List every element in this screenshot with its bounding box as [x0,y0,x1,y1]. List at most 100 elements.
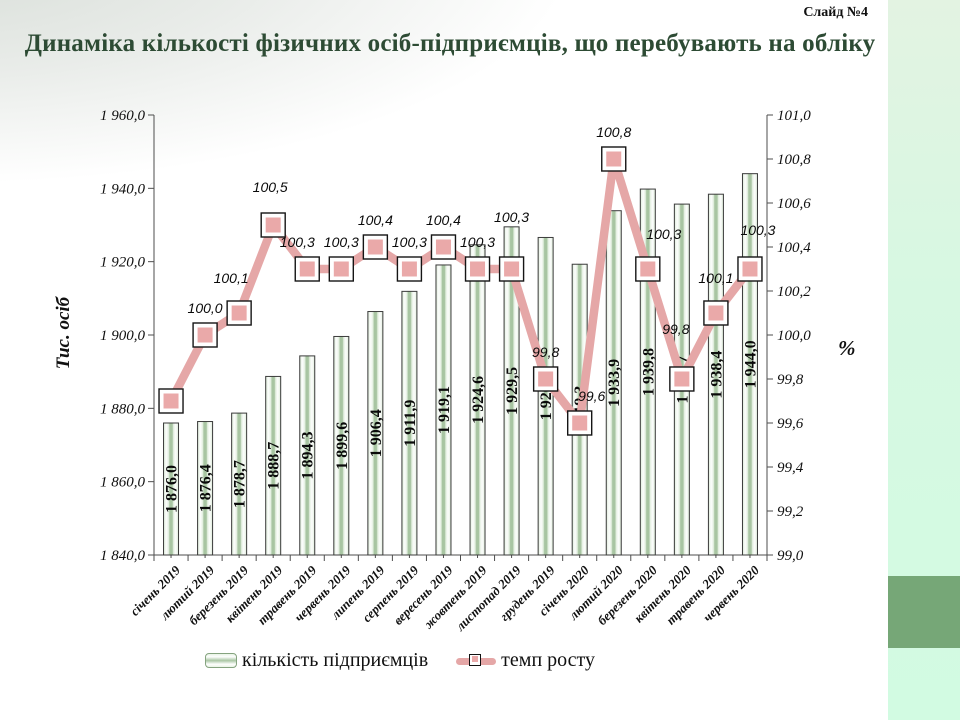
left-axis-title: Тис. осіб [53,296,74,370]
bar-swatch-icon [205,653,237,668]
right-axis-tick-label: 100,8 [777,152,811,168]
line-value-label: 100,3 [460,234,495,250]
line-marker [566,410,593,436]
right-axis-tick-label: 100,6 [777,196,811,212]
bar-value-label: 1 899,6 [334,422,351,470]
line-value-label: 100,4 [358,212,393,228]
line-marker-core [538,371,554,387]
left-axis-tick-label: 1 940,0 [100,181,146,197]
bar-value-label: 1 876,4 [198,464,215,512]
bar [163,422,180,556]
bar-value-label: 1 929,5 [504,367,521,415]
left-axis-tick-label: 1 960,0 [100,108,146,124]
left-axis-tick-label: 1 920,0 [100,255,146,271]
right-axis-tick-label: 99,2 [777,504,804,520]
decor-side-square [888,576,960,648]
bar [333,335,350,556]
bar-value-label: 1 911,9 [402,400,419,447]
bar [469,244,486,556]
line-marker [396,256,423,282]
bar-value-label: 1 878,7 [232,460,249,508]
line-marker-core [299,261,315,277]
line-marker-core [606,151,622,167]
right-axis-tick-label: 100,4 [777,240,811,256]
left-axis-tick-label: 1 840,0 [100,548,146,564]
line-value-label: 100,0 [188,300,223,316]
right-axis-tick-label: 100,0 [777,328,811,344]
line-value-label: 99,8 [532,344,559,360]
line-marker [737,256,763,282]
line-value-label: 100,3 [740,222,775,238]
right-axis-tick-label: 100,2 [777,284,811,300]
line-value-label: 100,1 [698,270,733,286]
line-value-label: 100,5 [253,179,288,195]
line-marker [532,366,559,392]
legend-bar-label: кількість підприємців [242,649,429,671]
line-marker [192,322,218,348]
bar-value-label: 1 894,3 [300,431,317,479]
line-value-label: 100,8 [596,124,631,140]
line-value-label: 100,3 [494,209,529,225]
bar [231,412,248,556]
bar-value-label: 1 876,0 [164,465,181,513]
line-marker-core [401,261,417,277]
bar-value-label: 1 933,9 [606,359,623,407]
right-axis-tick-label: 99,6 [777,416,804,432]
line-marker-core [572,415,588,431]
line-value-label: 100,3 [324,234,359,250]
bar-value-label: 1 924,6 [470,376,487,424]
line-marker-core [163,393,179,409]
right-axis-tick-label: 99,8 [777,372,804,388]
left-axis-tick-label: 1 900,0 [100,328,146,344]
line-value-label: 100,4 [426,212,461,228]
line-marker-core [435,239,451,255]
line-marker-core [197,327,213,343]
chart-legend: кількість підприємців темп росту [0,649,800,672]
right-axis-tick-label: 101,0 [777,108,811,124]
bar [537,236,554,556]
bar-value-label: 1 944,0 [742,340,759,388]
bar [197,421,214,556]
right-axis-tick-label: 99,0 [777,548,804,564]
bar-value-label: 1 938,4 [708,351,725,399]
line-marker-core [640,261,656,277]
bar [299,355,316,556]
left-axis-tick-label: 1 880,0 [100,401,146,417]
bar [367,311,384,556]
legend-line-label: темп росту [501,649,595,671]
bar [401,290,418,556]
line-marker [294,256,320,282]
bar [265,375,282,556]
right-axis-title: % [838,336,856,360]
line-swatch-icon [456,650,497,672]
line-value-label: 100,1 [214,270,249,286]
bar-value-label: 1 939,8 [640,348,657,396]
bar [707,193,724,556]
line-marker-core [742,261,758,277]
line-series [167,154,754,428]
left-axis-tick-label: 1 860,0 [100,475,146,491]
line-marker [635,256,661,282]
line-value-label: 99,6 [578,388,605,404]
line-marker-core [470,261,486,277]
legend-item-bars: кількість підприємців [205,649,428,672]
bar [605,210,622,556]
bar-value-label: 1 919,1 [436,386,453,434]
bar [503,226,520,556]
line-marker-core [674,371,690,387]
legend-item-line: темп росту [456,649,595,672]
line-value-label: 99,8 [662,321,689,337]
line-marker-core [504,261,520,277]
line-marker-core [708,305,724,321]
line-marker-core [265,217,281,233]
line-marker-core [367,239,383,255]
bar-value-label: 1 888,7 [266,442,283,490]
growth-line: 100,0 100,1 100,5 100,3 100,3 100,4 100,3 100,4… [158,124,776,436]
slide-number: Слайд №4 [803,5,868,20]
line-value-label: 100,3 [280,234,315,250]
line-marker [362,234,389,260]
line-marker-core [231,305,247,321]
bar-value-label: 1 906,4 [368,409,385,457]
